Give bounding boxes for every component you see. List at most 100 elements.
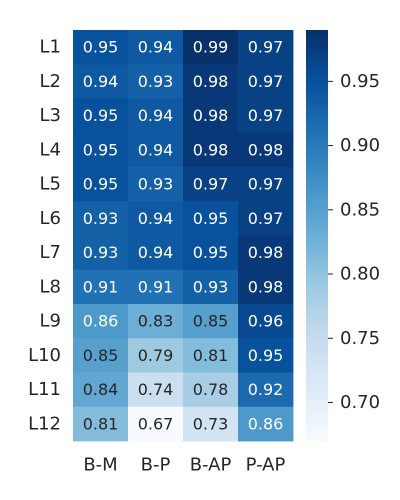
heatmap-cell-value-label: 0.93 [138, 72, 174, 91]
heatmap-cell-value-label: 0.93 [83, 209, 119, 228]
heatmap-cell-l1-b-p [128, 30, 184, 65]
heatmap-cell-value-label: 0.98 [248, 243, 284, 262]
heatmap-cell-value-label: 0.98 [248, 277, 284, 296]
heatmap-cell-l4-b-p [128, 132, 184, 168]
heatmap-cell-value-label: 0.98 [248, 140, 284, 159]
heatmap-cell-value-label: 0.98 [193, 72, 229, 91]
y-tick-label: L6 [40, 208, 61, 229]
heatmap-cell-l5-p-ap [238, 167, 294, 202]
heatmap-cell-l4-b-ap [183, 132, 239, 168]
heatmap-cell-labels: 0.95 0.94 0.99 0.97 0.94 0.93 0.98 0.97 0.95 0.94… [83, 38, 284, 434]
heatmap-cell-l9-p-ap [238, 304, 294, 339]
colorbar: 0.70 0.75 0.80 0.85 0.90 0.95 [306, 30, 380, 441]
heatmap-cell-l12-b-p [128, 406, 184, 442]
heatmap-cell-value-label: 0.94 [138, 106, 174, 125]
heatmap-cell-value-label: 0.83 [138, 312, 174, 331]
colorbar-tick-label: 0.85 [340, 199, 380, 220]
heatmap-cell-l1-b-ap [183, 30, 239, 65]
x-tick-label: P-AP [246, 455, 286, 476]
heatmap-cell-l6-p-ap [238, 201, 294, 236]
colorbar-tick-label: 0.95 [340, 71, 380, 92]
y-tick-label: L3 [40, 105, 61, 126]
heatmap-cell-l7-b-p [128, 235, 184, 271]
heatmap-cell-value-label: 0.97 [248, 38, 284, 57]
heatmap-cell-l12-p-ap [238, 406, 294, 442]
heatmap-cell-l12-b-m [73, 406, 129, 442]
heatmap-cell-value-label: 0.97 [248, 175, 284, 194]
heatmap-cell-value-label: 0.84 [83, 380, 119, 399]
y-tick-label: L12 [28, 413, 61, 434]
heatmap-cell-l9-b-m [73, 304, 129, 339]
heatmap-cell-l3-b-ap [183, 98, 239, 134]
heatmap-cell-l8-b-p [128, 269, 184, 305]
heatmap-cell-l8-b-ap [183, 269, 239, 305]
x-tick-label: B-P [141, 455, 171, 476]
heatmap-cell-value-label: 0.67 [138, 414, 174, 433]
heatmap-cell-value-label: 0.96 [248, 312, 284, 331]
heatmap-cell-value-label: 0.93 [193, 277, 229, 296]
heatmap-cell-l9-b-ap [183, 304, 239, 339]
heatmap-cell-value-label: 0.91 [138, 277, 174, 296]
heatmap-cell-l6-b-m [73, 201, 129, 236]
heatmap-cell-l1-b-m [73, 30, 129, 65]
heatmap-cell-l1-p-ap [238, 30, 294, 65]
x-axis-tick-labels: B-M B-P B-AP P-AP [83, 455, 285, 476]
heatmap-cell-l10-b-p [128, 338, 184, 373]
heatmap-cell-value-label: 0.95 [83, 38, 119, 57]
heatmap-cell-l7-b-m [73, 235, 129, 271]
heatmap-cell-value-label: 0.85 [83, 346, 119, 365]
heatmap-cell-value-label: 0.94 [138, 140, 174, 159]
heatmap-cell-l3-b-m [73, 98, 129, 134]
heatmap-cell-l10-b-ap [183, 338, 239, 373]
heatmap-cell-l11-b-p [128, 372, 184, 408]
heatmap-cell-l6-b-p [128, 201, 184, 236]
heatmap-cell-l3-b-p [128, 98, 184, 134]
y-axis-tick-labels: L1 L2 L3 L4 L5 L6 L7 L8 L9 L10 L11 L12 [28, 37, 61, 435]
y-tick-label: L11 [28, 379, 61, 400]
x-tick-label: B-M [83, 455, 117, 476]
heatmap-cell-value-label: 0.93 [83, 243, 119, 262]
heatmap-cell-l3-p-ap [238, 98, 294, 134]
colorbar-tick-label: 0.90 [340, 135, 380, 156]
heatmap-cell-value-label: 0.86 [248, 414, 284, 433]
heatmap-cells [73, 30, 294, 442]
heatmap-cell-value-label: 0.97 [248, 106, 284, 125]
heatmap-cell-l2-b-p [128, 64, 184, 99]
heatmap-cell-value-label: 0.94 [138, 243, 174, 262]
heatmap-cell-value-label: 0.86 [83, 312, 119, 331]
heatmap-cell-value-label: 0.85 [193, 312, 229, 331]
heatmap-cell-l5-b-m [73, 167, 129, 202]
y-tick-label: L5 [40, 174, 61, 195]
colorbar-tick-label: 0.70 [340, 392, 380, 413]
heatmap-cell-value-label: 0.78 [193, 380, 229, 399]
heatmap-cell-value-label: 0.81 [193, 346, 229, 365]
heatmap-cell-l11-b-m [73, 372, 129, 408]
heatmap-cell-l4-b-m [73, 132, 129, 168]
heatmap-cell-l11-p-ap [238, 372, 294, 408]
y-tick-label: L4 [40, 139, 61, 160]
heatmap-cell-value-label: 0.95 [83, 140, 119, 159]
heatmap-cell-value-label: 0.74 [138, 380, 174, 399]
heatmap-cell-l7-b-ap [183, 235, 239, 271]
heatmap-cell-l10-b-m [73, 338, 129, 373]
heatmap-cell-l5-b-ap [183, 167, 239, 202]
y-tick-label: L10 [28, 345, 61, 366]
heatmap-cell-l6-b-ap [183, 201, 239, 236]
colorbar-tick-label: 0.75 [340, 328, 380, 349]
y-tick-label: L7 [40, 242, 61, 263]
heatmap-cell-l5-b-p [128, 167, 184, 202]
y-tick-label: L2 [40, 71, 61, 92]
heatmap-cell-l12-b-ap [183, 406, 239, 442]
heatmap-cell-value-label: 0.81 [83, 414, 119, 433]
colorbar-tick-label: 0.80 [340, 264, 380, 285]
heatmap-cell-value-label: 0.97 [193, 175, 229, 194]
colorbar-gradient [306, 30, 328, 441]
y-tick-label: L1 [40, 37, 61, 58]
heatmap-cell-l9-b-p [128, 304, 184, 339]
heatmap-cell-l2-b-ap [183, 64, 239, 99]
y-tick-label: L8 [40, 276, 61, 297]
heatmap-cell-value-label: 0.93 [138, 175, 174, 194]
heatmap-cell-value-label: 0.95 [83, 175, 119, 194]
heatmap-cell-l11-b-ap [183, 372, 239, 408]
colorbar-tick-labels: 0.70 0.75 0.80 0.85 0.90 0.95 [328, 71, 380, 413]
